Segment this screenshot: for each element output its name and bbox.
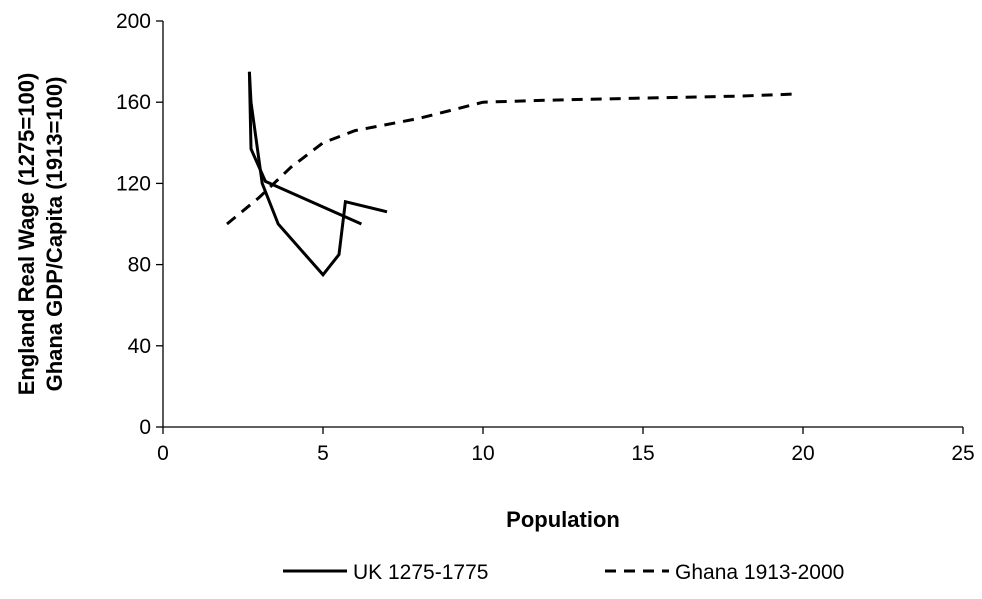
- ticks: 0 40 80 120 160 200 0 5 10 15 20 25: [116, 10, 975, 465]
- series-line-1: [247, 71, 363, 226]
- series-line-2: [226, 92, 794, 226]
- series-line-0: [247, 71, 388, 278]
- y-tick-label: 80: [128, 254, 151, 277]
- axis-titles: Population England Real Wage (1275=100) Gh…: [14, 73, 620, 532]
- x-tick-label: 10: [471, 442, 494, 465]
- y-tick-label: 160: [116, 91, 151, 114]
- axes: [162, 21, 963, 428]
- y-tick-label: 40: [128, 335, 151, 358]
- legend-label-1: Ghana 1913-2000: [675, 561, 844, 584]
- legend-label-0: UK 1275-1775: [353, 561, 488, 584]
- y-tick-label: 200: [116, 10, 151, 33]
- y-tick-label: 0: [139, 416, 151, 439]
- x-tick-label: 5: [317, 442, 329, 465]
- x-tick-label: 15: [631, 442, 654, 465]
- y-tick-label: 120: [116, 172, 151, 195]
- y-axis-title-line-1: Ghana GDP/Capita (1913=100): [42, 77, 67, 392]
- x-tick-label: 25: [951, 442, 974, 465]
- y-axis-title-line-0: England Real Wage (1275=100): [14, 73, 39, 396]
- legend: UK 1275-1775 Ghana 1913-2000: [283, 561, 844, 584]
- x-tick-label: 20: [791, 442, 814, 465]
- x-axis-title: Population: [506, 507, 620, 532]
- x-tick-label: 0: [157, 442, 169, 465]
- series-lines: [226, 71, 794, 278]
